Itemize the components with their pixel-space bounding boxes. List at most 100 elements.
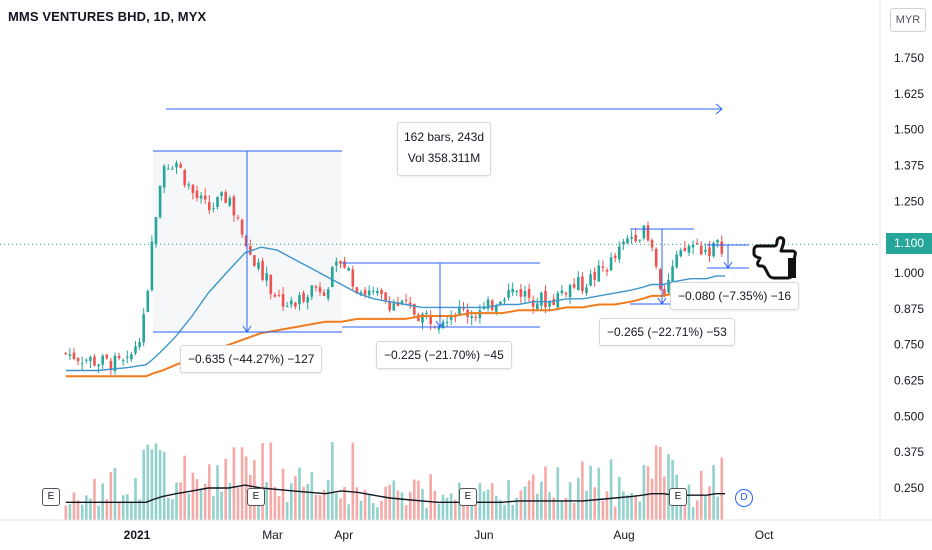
measure-arrow — [723, 261, 733, 269]
earnings-event-badge[interactable]: E — [459, 488, 477, 506]
earnings-event-badge[interactable]: E — [247, 488, 265, 506]
candle-body — [474, 316, 478, 318]
dividend-event-badge[interactable]: D — [735, 489, 753, 507]
volume-bar — [322, 490, 326, 520]
candle-body — [548, 300, 551, 307]
candle-body — [404, 299, 408, 301]
volume-bar — [363, 489, 367, 520]
candle-body — [195, 190, 199, 198]
date-range-arrow — [715, 103, 723, 115]
candle-body — [101, 355, 104, 365]
volume-bar — [404, 505, 408, 520]
volume-bar — [622, 491, 625, 520]
candle-body — [720, 241, 724, 254]
volume-bar — [158, 450, 162, 520]
y-tick-label: 1.750 — [894, 51, 924, 65]
y-tick-label: 1.375 — [894, 159, 924, 173]
candle-body — [523, 291, 527, 297]
earnings-event-badge[interactable]: E — [669, 488, 687, 506]
measure-label-4[interactable]: −0.080 (−7.35%) −16 — [670, 282, 800, 310]
measure-label-3[interactable]: −0.265 (−22.71%) −53 — [599, 318, 735, 346]
volume-bar — [572, 502, 576, 520]
candle-body — [220, 192, 223, 197]
volume-bar — [285, 502, 289, 520]
volume-bar — [244, 456, 248, 520]
candle-body — [228, 198, 232, 206]
volume-bar — [704, 496, 707, 520]
candle-body — [503, 299, 506, 302]
candle-body — [277, 294, 281, 296]
volume-bar — [310, 472, 314, 520]
candle-body — [535, 303, 539, 310]
candle-body — [449, 315, 453, 320]
candle-body — [663, 289, 666, 296]
candle-body — [302, 292, 305, 302]
volume-bar — [531, 474, 535, 520]
symbol-title[interactable]: MMS VENTURES BHD, 1D, MYX — [8, 9, 207, 24]
volume-bar — [72, 492, 76, 520]
candle-body — [89, 356, 92, 361]
volume-bar — [142, 449, 145, 520]
candle-body — [326, 289, 330, 299]
candle-body — [224, 192, 227, 203]
volume-bar — [318, 495, 322, 520]
candle-body — [310, 285, 314, 297]
candle-body — [64, 352, 68, 354]
volume-bar — [109, 472, 113, 520]
candle-body — [199, 195, 203, 199]
candle-body — [306, 297, 309, 303]
candle-body — [125, 356, 129, 358]
volume-bar — [203, 483, 207, 520]
candle-body — [335, 261, 338, 266]
candle-body — [658, 269, 662, 289]
candle-body — [384, 292, 387, 302]
earnings-event-badge[interactable]: E — [42, 488, 60, 506]
candle-body — [240, 219, 244, 235]
volume-bar — [314, 494, 318, 520]
measure-label-2[interactable]: −0.225 (−21.70%) −45 — [376, 341, 512, 369]
volume-bar — [470, 499, 473, 520]
candle-body — [626, 238, 629, 244]
volume-bar — [597, 467, 601, 520]
volume-bar — [593, 487, 596, 520]
y-tick-label: 1.500 — [894, 123, 924, 137]
volume-bar — [429, 474, 432, 520]
volume-bar — [396, 490, 400, 520]
ma-blue-line — [65, 246, 726, 372]
volume-bar — [191, 472, 195, 520]
volume-bar — [93, 478, 96, 520]
candle-body — [691, 244, 695, 248]
measurement-drawings — [153, 103, 749, 333]
y-tick-label: 0.250 — [894, 481, 924, 495]
candle-body — [507, 290, 510, 298]
candle-body — [470, 316, 473, 319]
volume-bar — [146, 444, 150, 520]
volume-bar — [552, 497, 555, 520]
candle-body — [560, 290, 564, 294]
candle-body — [343, 261, 346, 268]
volume-bar — [351, 442, 355, 520]
volume-bar — [199, 490, 203, 520]
volume-bar — [683, 501, 687, 520]
volume-bar — [609, 459, 613, 520]
candle-body — [675, 254, 678, 268]
volume-bar — [359, 500, 363, 520]
x-tick-label: Aug — [613, 528, 634, 542]
candle-body — [158, 185, 162, 218]
volume-bars — [64, 442, 724, 520]
candle-body — [105, 354, 109, 359]
volume-bar — [343, 486, 346, 520]
volume-bar — [388, 484, 391, 520]
measure-label-1[interactable]: −0.635 (−44.27%) −127 — [180, 345, 323, 373]
candle-body — [605, 269, 609, 272]
currency-badge[interactable]: MYR — [890, 8, 926, 32]
candle-body — [183, 170, 186, 186]
candle-body — [339, 261, 342, 264]
volume-bar — [64, 505, 68, 520]
volume-ma-line — [65, 484, 726, 503]
volume-bar — [556, 467, 560, 520]
volume-bar — [125, 494, 129, 520]
candle-body — [642, 225, 646, 239]
volume-bar — [376, 507, 379, 520]
candle-body — [544, 290, 547, 308]
